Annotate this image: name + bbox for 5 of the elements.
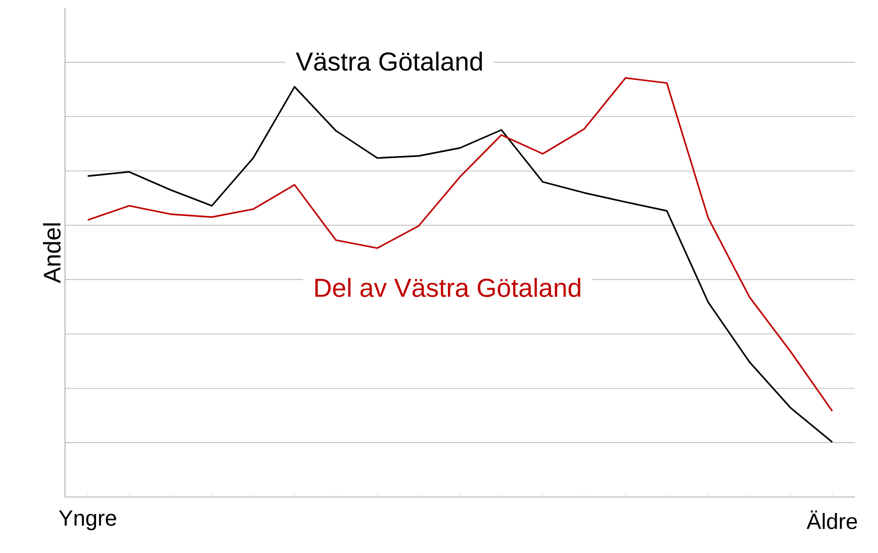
x-tick-label: Äldre xyxy=(806,510,857,530)
x-tick-label: Yngre xyxy=(58,510,116,530)
y-axis-title: Andel xyxy=(43,223,61,284)
series-label: Västra Götaland xyxy=(296,52,482,71)
series-label: Del av Västra Götaland xyxy=(315,278,580,298)
